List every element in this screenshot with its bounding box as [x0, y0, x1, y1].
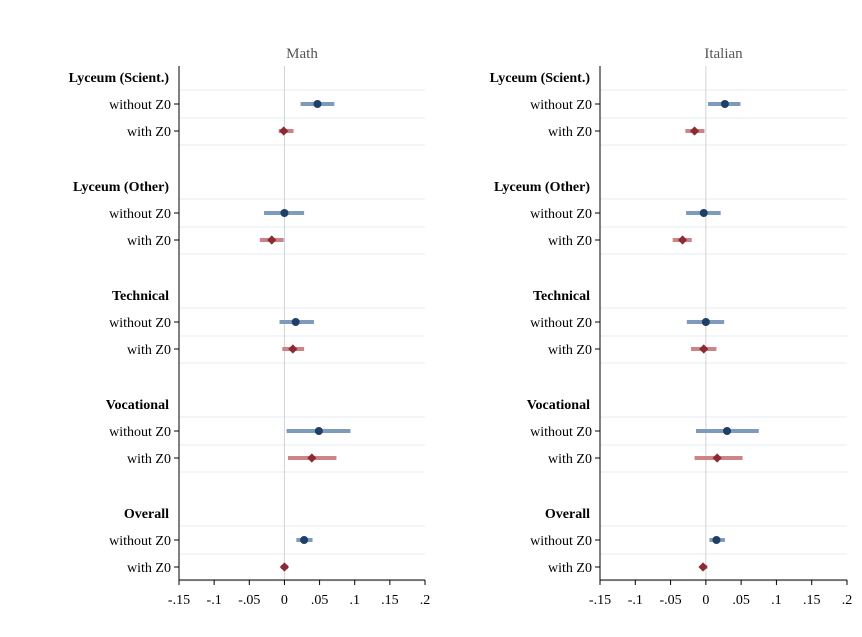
- x-tick-label: .2: [842, 593, 853, 608]
- point-estimate-with-z0: [712, 453, 722, 463]
- panel-title: Italian: [704, 46, 743, 62]
- x-tick-label: .1: [349, 593, 360, 608]
- point-estimate-without-z0: [723, 427, 732, 435]
- row-label: without Z0: [530, 425, 592, 440]
- group-label: Vocational: [527, 398, 590, 413]
- point-estimate-with-z0: [698, 562, 708, 572]
- group-label: Overall: [124, 507, 169, 522]
- point-estimate-with-z0: [267, 235, 277, 245]
- point-estimate-with-z0: [279, 562, 290, 572]
- row-label: with Z0: [127, 343, 171, 358]
- row-label: with Z0: [127, 234, 171, 249]
- point-estimate-without-z0: [314, 427, 323, 435]
- row-label: with Z0: [548, 343, 592, 358]
- point-estimate-with-z0: [307, 453, 317, 463]
- x-tick-label: -.15: [168, 593, 190, 608]
- point-estimate-with-z0: [288, 344, 298, 354]
- row-label: without Z0: [109, 316, 171, 331]
- point-estimate-without-z0: [699, 209, 708, 217]
- row-label: without Z0: [530, 316, 592, 331]
- group-label: Technical: [533, 289, 590, 304]
- row-label: without Z0: [109, 98, 171, 113]
- point-estimate-with-z0: [677, 235, 688, 245]
- group-label: Lyceum (Other): [73, 180, 169, 195]
- x-tick-label: -.05: [238, 593, 260, 608]
- row-label: with Z0: [548, 125, 592, 140]
- row-label: with Z0: [127, 452, 171, 467]
- point-estimate-without-z0: [280, 209, 289, 217]
- x-tick-label: -.05: [659, 593, 681, 608]
- group-label: Vocational: [106, 398, 169, 413]
- row-label: with Z0: [548, 234, 592, 249]
- row-label: with Z0: [548, 452, 592, 467]
- point-estimate-without-z0: [701, 318, 710, 326]
- point-estimate-with-z0: [279, 126, 289, 136]
- point-estimate-with-z0: [699, 344, 709, 354]
- point-estimate-with-z0: [689, 126, 700, 136]
- group-label: Overall: [545, 507, 590, 522]
- x-tick-label: -.15: [589, 593, 611, 608]
- row-label: with Z0: [548, 561, 592, 576]
- x-tick-label: .1: [771, 593, 782, 608]
- row-label: with Z0: [127, 125, 171, 140]
- group-label: Lyceum (Scient.): [490, 71, 591, 86]
- row-label: with Z0: [127, 561, 171, 576]
- row-label: without Z0: [530, 534, 592, 549]
- x-tick-label: -.1: [207, 593, 222, 608]
- panel-title: Math: [286, 46, 318, 62]
- x-tick-label: .2: [420, 593, 431, 608]
- x-tick-label: .15: [803, 593, 821, 608]
- row-label: without Z0: [530, 207, 592, 222]
- point-estimate-without-z0: [313, 100, 322, 108]
- row-label: without Z0: [109, 207, 171, 222]
- group-label: Technical: [112, 289, 169, 304]
- group-label: Lyceum (Scient.): [69, 71, 170, 86]
- row-label: without Z0: [530, 98, 592, 113]
- x-tick-label: 0: [702, 593, 709, 608]
- row-label: without Z0: [109, 534, 171, 549]
- point-estimate-without-z0: [720, 100, 729, 108]
- x-tick-label: -.1: [628, 593, 643, 608]
- x-tick-label: .15: [381, 593, 399, 608]
- group-label: Lyceum (Other): [494, 180, 590, 195]
- row-label: without Z0: [109, 425, 171, 440]
- point-estimate-without-z0: [300, 536, 309, 544]
- x-tick-label: .05: [311, 593, 329, 608]
- point-estimate-without-z0: [712, 536, 721, 544]
- point-estimate-without-z0: [291, 318, 300, 326]
- x-tick-label: 0: [281, 593, 288, 608]
- x-tick-label: .05: [732, 593, 750, 608]
